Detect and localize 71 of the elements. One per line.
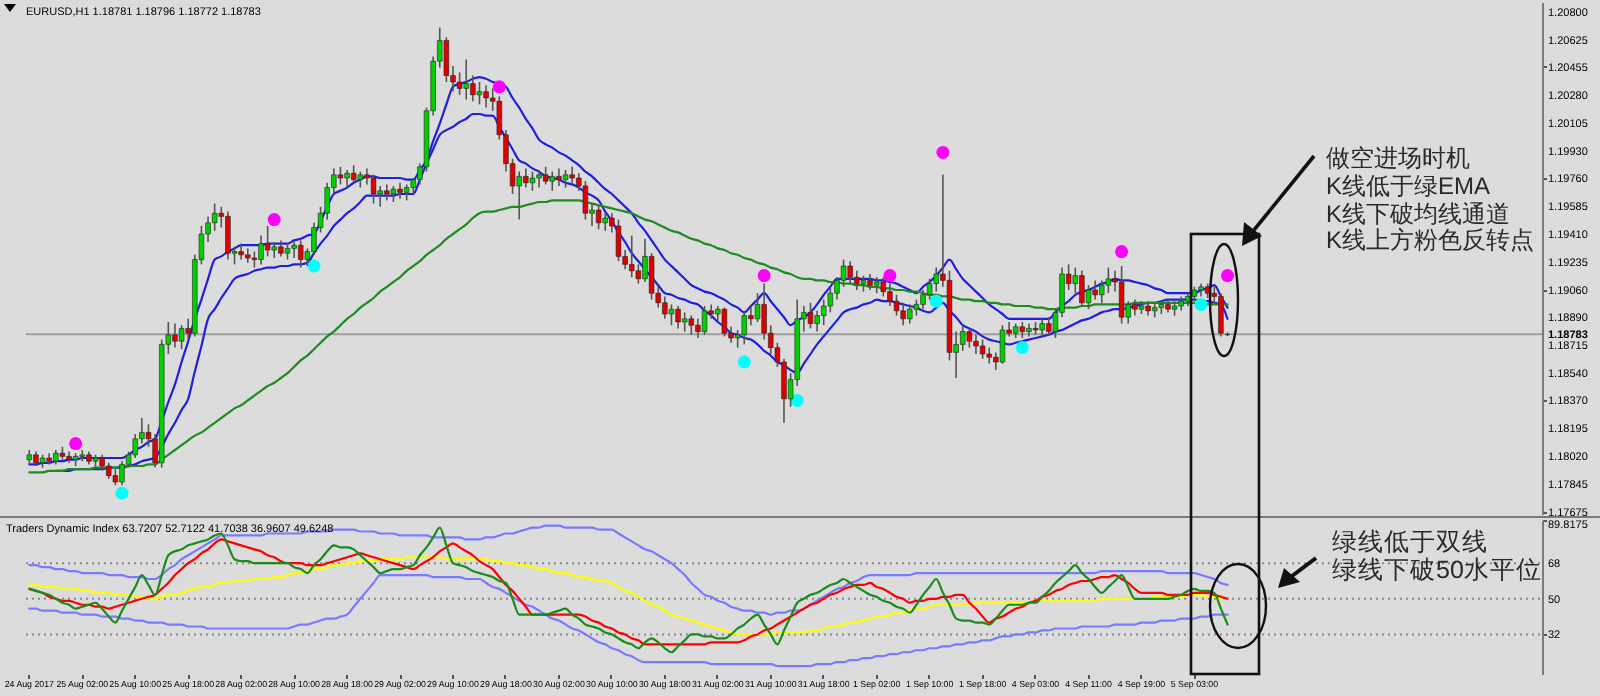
point bbox=[307, 259, 321, 273]
candlestick bbox=[847, 260, 853, 285]
candlestick bbox=[966, 327, 973, 349]
candlestick bbox=[1218, 292, 1224, 338]
point bbox=[69, 437, 83, 451]
candlestick bbox=[238, 242, 244, 261]
text: K线下破均线通道 bbox=[1326, 199, 1513, 228]
point bbox=[492, 80, 506, 94]
candlestick bbox=[675, 305, 681, 330]
candlestick bbox=[483, 84, 489, 109]
text: K线低于绿EMA bbox=[1326, 171, 1493, 202]
candlestick bbox=[370, 174, 377, 205]
text: K线上方粉色反转点 bbox=[1326, 226, 1535, 257]
candlestick bbox=[668, 303, 675, 326]
candlestick bbox=[880, 276, 886, 298]
line-series bbox=[28, 556, 1229, 636]
candlestick bbox=[979, 338, 986, 360]
candlestick bbox=[172, 322, 178, 349]
candlestick bbox=[536, 169, 542, 189]
candlestick bbox=[900, 302, 906, 326]
candlestick bbox=[807, 302, 814, 330]
point bbox=[1221, 269, 1235, 283]
point bbox=[936, 145, 950, 159]
candlestick bbox=[1118, 265, 1125, 325]
candlestick bbox=[695, 318, 701, 339]
candlestick bbox=[999, 324, 1006, 365]
candlestick bbox=[741, 310, 747, 346]
candlestick bbox=[973, 334, 979, 355]
candlestick bbox=[556, 167, 562, 187]
candlestick bbox=[119, 460, 125, 486]
candlestick bbox=[688, 314, 695, 336]
point bbox=[883, 269, 897, 283]
point bbox=[1015, 341, 1029, 355]
text: 绿线下破50水平位 bbox=[1332, 556, 1542, 586]
point bbox=[115, 486, 129, 500]
candlestick bbox=[178, 324, 185, 350]
text: 绿线低于双线 bbox=[1332, 528, 1490, 557]
candlestick bbox=[516, 170, 522, 221]
candlestick bbox=[258, 234, 264, 266]
candlestick bbox=[377, 185, 383, 208]
candlestick bbox=[1079, 270, 1085, 307]
candlestick bbox=[549, 170, 555, 192]
candlestick bbox=[225, 210, 231, 261]
candlestick bbox=[298, 239, 304, 269]
candlestick bbox=[523, 167, 529, 189]
candlestick bbox=[662, 295, 668, 320]
candlestick bbox=[681, 311, 688, 333]
candlestick bbox=[529, 170, 536, 192]
candlestick bbox=[582, 180, 589, 221]
candlestick bbox=[701, 305, 708, 336]
text: 做空进场时机 bbox=[1326, 144, 1472, 174]
point bbox=[757, 269, 771, 283]
point bbox=[1194, 297, 1208, 311]
candlestick bbox=[463, 58, 469, 101]
candlestick bbox=[602, 210, 608, 232]
candlestick bbox=[721, 306, 728, 338]
candlestick bbox=[476, 81, 483, 106]
line-series bbox=[28, 573, 1229, 668]
candlestick bbox=[595, 204, 602, 230]
point bbox=[929, 294, 943, 308]
candlestick bbox=[291, 241, 297, 259]
candlestick bbox=[629, 234, 635, 278]
candlestick bbox=[907, 303, 913, 325]
candlestick bbox=[1092, 279, 1098, 301]
point bbox=[267, 213, 281, 227]
point bbox=[790, 393, 804, 407]
candlestick bbox=[397, 182, 403, 200]
candlestick bbox=[264, 225, 271, 258]
candlestick bbox=[615, 218, 622, 262]
point bbox=[1115, 245, 1129, 259]
point bbox=[737, 355, 751, 369]
